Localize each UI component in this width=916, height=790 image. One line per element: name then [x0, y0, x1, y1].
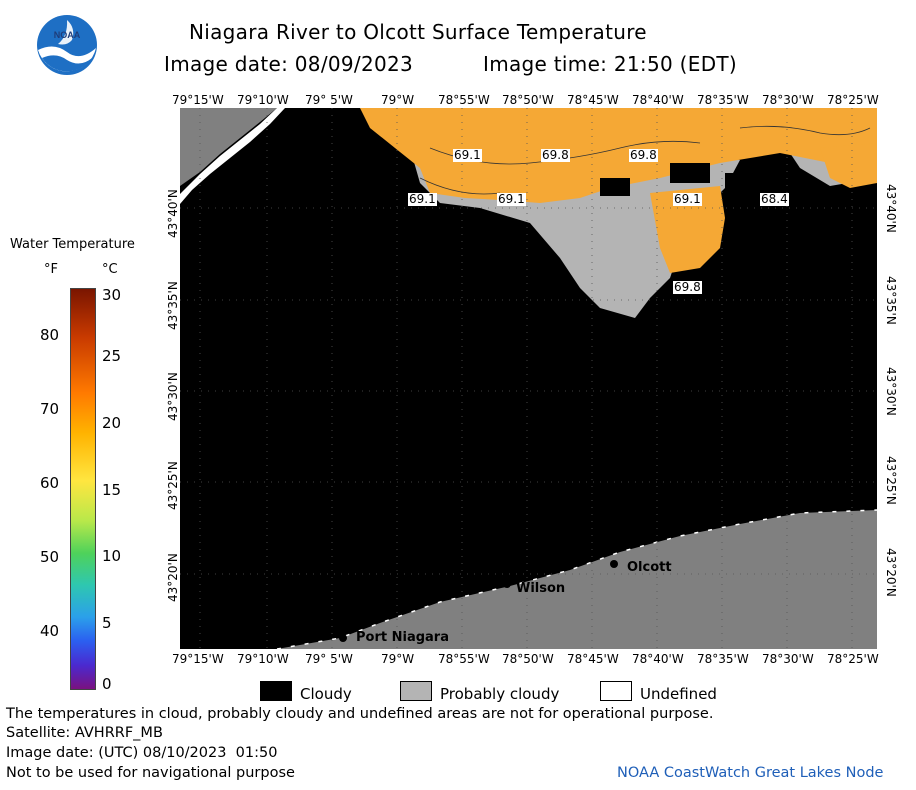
lon-label: 78°55'W	[438, 652, 490, 666]
lon-label: 79°15'W	[172, 93, 224, 107]
lon-label: 78°40'W	[632, 652, 684, 666]
svg-text:NOAA: NOAA	[54, 30, 81, 40]
lon-label: 79°10'W	[237, 652, 289, 666]
lat-label: 43°40'N	[884, 184, 898, 233]
lon-label: 78°50'W	[502, 93, 554, 107]
land-area-nw	[180, 108, 277, 186]
temp-label: 69.8	[541, 148, 570, 162]
temperature-map	[180, 108, 878, 650]
lon-label: 79°15'W	[172, 652, 224, 666]
warm-water-area	[820, 143, 877, 188]
place-olcott: Olcott	[627, 560, 672, 575]
noaa-logo: NOAA	[36, 14, 98, 76]
temp-label: 69.1	[453, 148, 482, 162]
lat-label: 43°35'N	[166, 281, 180, 330]
lon-label: 78°30'W	[762, 652, 814, 666]
celsius-tick: 20	[102, 414, 122, 432]
image-date: Image date: 08/09/2023	[164, 52, 414, 76]
celsius-tick: 15	[102, 481, 122, 499]
celsius-tick: 10	[102, 547, 122, 565]
temp-label: 69.8	[629, 148, 658, 162]
lon-label: 79°W	[381, 652, 415, 666]
cloud-patch	[670, 163, 710, 183]
land-area-south	[277, 510, 877, 649]
temp-label: 68.4	[760, 192, 789, 206]
image-time: Image time: 21:50 (EDT)	[483, 52, 738, 76]
lat-label: 43°20'N	[884, 548, 898, 597]
color-scale-title: Water Temperature	[10, 237, 135, 252]
wilson-marker	[503, 580, 511, 588]
legend-undefined-swatch	[600, 681, 632, 701]
undefined-area-nw	[180, 108, 285, 204]
lon-label: 78°30'W	[762, 93, 814, 107]
celsius-tick: 0	[102, 675, 112, 693]
fahrenheit-tick: 70	[40, 400, 60, 418]
legend-cloudy-swatch	[260, 681, 292, 701]
temp-label: 69.1	[408, 192, 437, 206]
warm-water-area	[360, 108, 877, 203]
credit-link[interactable]: NOAA CoastWatch Great Lakes Node	[617, 765, 884, 781]
lon-label: 78°45'W	[567, 652, 619, 666]
legend-cloudy-label: Cloudy	[300, 685, 352, 703]
lat-label: 43°30'N	[166, 372, 180, 421]
lon-label: 79°10'W	[237, 93, 289, 107]
lon-label: 78°55'W	[438, 93, 490, 107]
disclaimer-text: The temperatures in cloud, probably clou…	[6, 706, 714, 722]
celsius-tick: 30	[102, 286, 122, 304]
temp-label: 69.8	[673, 280, 702, 294]
unit-celsius: °C	[102, 262, 118, 277]
utc-date-text: Image date: (UTC) 08/10/2023 01:50	[6, 745, 278, 761]
olcott-marker	[610, 560, 618, 568]
place-port-niagara: Port Niagara	[356, 630, 449, 645]
port-niagara-marker	[339, 634, 347, 642]
lon-label: 78°35'W	[697, 93, 749, 107]
lat-label: 43°40'N	[166, 189, 180, 238]
warm-water-area	[650, 186, 725, 273]
lat-label: 43°20'N	[166, 553, 180, 602]
lat-label: 43°25'N	[884, 456, 898, 505]
lat-label: 43°25'N	[166, 461, 180, 510]
lon-label: 78°40'W	[632, 93, 684, 107]
fahrenheit-tick: 60	[40, 474, 60, 492]
cloud-patch	[725, 173, 750, 188]
celsius-tick: 5	[102, 614, 112, 632]
lon-label: 79° 5'W	[305, 93, 353, 107]
lon-label: 78°25'W	[827, 652, 879, 666]
lon-label: 78°50'W	[502, 652, 554, 666]
temp-label: 69.1	[497, 192, 526, 206]
satellite-text: Satellite: AVHRRF_MB	[6, 725, 163, 741]
celsius-tick: 25	[102, 347, 122, 365]
unit-fahrenheit: °F	[44, 262, 58, 277]
place-wilson: Wilson	[516, 581, 566, 596]
legend-probably-cloudy-label: Probably cloudy	[440, 685, 560, 703]
lon-label: 78°25'W	[827, 93, 879, 107]
temp-label: 69.1	[673, 192, 702, 206]
legend-undefined-label: Undefined	[640, 685, 717, 703]
lat-label: 43°30'N	[884, 367, 898, 416]
lon-label: 78°45'W	[567, 93, 619, 107]
fahrenheit-tick: 40	[40, 622, 60, 640]
lon-label: 79°W	[381, 93, 415, 107]
lat-label: 43°35'N	[884, 276, 898, 325]
lon-label: 78°35'W	[697, 652, 749, 666]
legend-probably-cloudy-swatch	[400, 681, 432, 701]
map-title: Niagara River to Olcott Surface Temperat…	[189, 20, 647, 44]
lon-label: 79° 5'W	[305, 652, 353, 666]
fahrenheit-tick: 50	[40, 548, 60, 566]
fahrenheit-tick: 80	[40, 326, 60, 344]
cloud-patch	[600, 178, 630, 196]
navigation-warning: Not to be used for navigational purpose	[6, 765, 295, 781]
color-scale-bar	[70, 288, 96, 690]
